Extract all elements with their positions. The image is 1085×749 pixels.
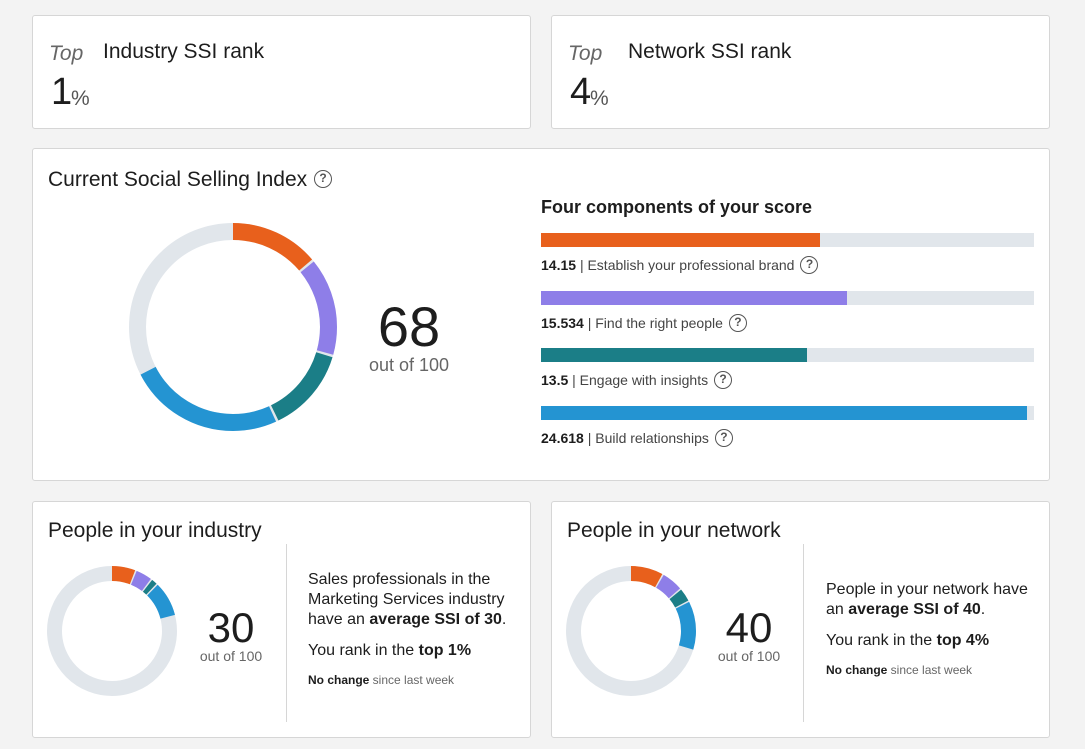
industry-info-text: Sales professionals in the Marketing Ser… [308,571,505,628]
industry-change-text: No change since last week [308,670,454,690]
change-rest: since last week [369,673,455,687]
divider [803,544,804,722]
period: . [501,611,507,628]
network-rank-unit: % [590,87,609,110]
ssi-donut-chart [129,223,337,431]
network-rank-text: You rank in the top 4% [826,631,989,651]
rank-prefix: You rank in the [308,642,419,659]
network-rank-title: Network SSI rank [628,40,792,63]
industry-avg-ssi: average SSI of 30 [369,611,502,628]
network-rank-value: 4 [570,71,592,113]
ssi-out-of: out of 100 [368,355,450,375]
network-info: People in your network have an average S… [826,580,1036,620]
component-bar-insights [541,348,1034,362]
network-donut-chart [566,566,696,696]
industry-info: Sales professionals in the Marketing Ser… [308,570,518,630]
network-out-of: out of 100 [717,648,781,664]
industry-donut-chart [47,566,177,696]
component-label-brand: 14.15 | Establish your professional bran… [541,256,819,274]
question-circle-icon[interactable]: ? [714,371,733,389]
ssi-score: 68 [377,295,441,358]
period: . [980,601,986,618]
industry-rank-bold: top 1% [418,642,472,659]
network-score: 40 [725,604,773,651]
industry-out-of: out of 100 [199,648,263,664]
donut-segment [566,566,696,696]
ssi-title: Current Social Selling Index [48,168,308,191]
industry-people-title: People in your industry [48,519,262,542]
network-people-title: People in your network [567,519,781,542]
question-circle-icon[interactable]: ? [800,256,819,274]
change-rest: since last week [887,663,973,677]
change-bold: No change [826,663,888,677]
rank-prefix: You rank in the [826,632,937,649]
component-value: 13.5 [541,372,569,388]
change-bold: No change [308,673,370,687]
industry-rank-unit: % [71,87,90,110]
network-people-card: People in your network 40 out of 100 Peo… [551,501,1050,738]
component-name: | Engage with insights [572,372,709,388]
network-avg-ssi: average SSI of 40 [848,601,981,618]
component-bar-fill [541,348,808,362]
donut-segment [129,223,337,431]
question-circle-icon[interactable]: ? [714,429,733,447]
component-name: | Find the right people [587,315,723,331]
component-label-relationships: 24.618 | Build relationships ? [541,429,733,447]
component-bar-brand [541,233,1034,247]
industry-rank-text: You rank in the top 1% [308,641,471,661]
industry-rank-value: 1 [51,71,73,113]
industry-people-card: People in your industry 30 out of 100 Sa… [32,501,531,738]
ssi-card: Current Social Selling Index ? 68 out of… [32,148,1050,481]
donut-segment [129,223,337,431]
component-bar-fill [541,233,821,247]
component-value: 24.618 [541,430,584,446]
component-bar-people [541,291,1034,305]
component-name: | Establish your professional brand [579,257,795,273]
industry-score-block: 30 out of 100 [195,604,267,665]
industry-score: 30 [207,604,255,651]
ssi-score-block: 68 out of 100 [368,295,450,376]
question-circle-icon[interactable]: ? [314,170,332,188]
component-bar-fill [541,406,1027,420]
donut-segment [566,566,696,696]
component-label-insights: 13.5 | Engage with insights ? [541,371,733,389]
industry-rank-card: Top Industry SSI rank 1 % [32,15,531,129]
network-rank-bold: top 4% [936,632,990,649]
divider [286,544,287,722]
donut-segment [47,566,177,696]
component-label-people: 15.534 | Find the right people ? [541,314,747,332]
component-value: 14.15 [541,257,577,273]
industry-rank-title: Industry SSI rank [103,40,265,63]
rank-top-label: Top [568,42,603,65]
question-circle-icon[interactable]: ? [728,314,747,332]
components-title: Four components of your score [541,197,813,217]
donut-segment [129,223,337,431]
network-change-text: No change since last week [826,660,972,680]
component-name: | Build relationships [587,430,709,446]
network-info-text: People in your network have an [826,581,1028,618]
component-value: 15.534 [541,315,584,331]
rank-top-label: Top [49,42,84,65]
network-score-block: 40 out of 100 [713,604,785,665]
component-bar-fill [541,291,848,305]
network-rank-card: Top Network SSI rank 4 % [551,15,1050,129]
component-bar-relationships [541,406,1034,420]
